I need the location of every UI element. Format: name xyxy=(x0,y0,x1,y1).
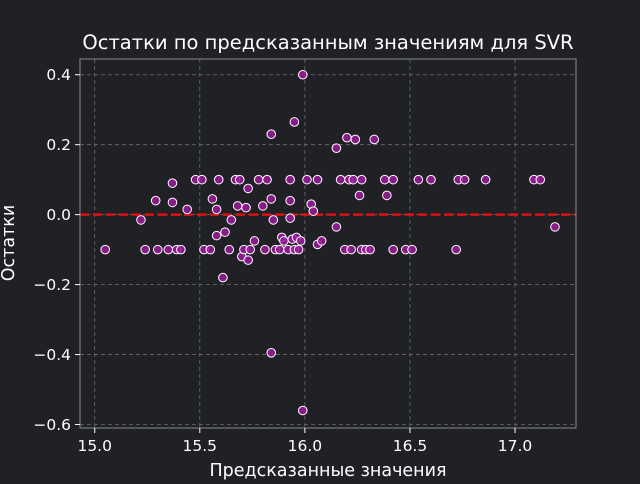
data-point xyxy=(350,134,361,145)
data-point xyxy=(226,215,237,225)
data-point xyxy=(211,230,222,241)
data-point xyxy=(218,272,228,283)
data-point xyxy=(382,190,392,201)
data-point xyxy=(451,244,462,255)
y-tick-label: −0.2 xyxy=(33,276,71,294)
data-point xyxy=(163,244,174,255)
data-point xyxy=(167,197,178,208)
data-point xyxy=(197,174,207,185)
y-tick-label: −0.4 xyxy=(33,346,71,364)
data-point xyxy=(331,143,342,153)
data-point xyxy=(293,244,304,255)
data-point xyxy=(388,174,398,185)
data-point xyxy=(348,174,359,185)
y-axis-ticks: −0.6 −0.4 −0.2 0.0 0.2 0.4 xyxy=(33,66,80,434)
data-points xyxy=(100,69,560,416)
data-point xyxy=(379,174,390,185)
data-point xyxy=(213,174,224,185)
data-point xyxy=(182,204,192,215)
y-tick-label: 0.4 xyxy=(46,66,71,84)
data-point xyxy=(232,201,243,211)
data-point xyxy=(297,405,308,416)
data-point xyxy=(243,183,253,194)
data-point xyxy=(459,174,470,185)
data-point xyxy=(152,244,163,255)
data-point xyxy=(312,174,323,185)
plot-frame xyxy=(79,58,577,429)
data-point xyxy=(365,244,375,255)
data-point xyxy=(331,222,342,232)
chart-title: Остатки по предсказанным значениям для S… xyxy=(82,31,573,54)
data-point xyxy=(266,129,277,139)
data-point xyxy=(295,236,306,246)
data-point xyxy=(241,202,251,213)
data-point xyxy=(243,255,253,265)
data-point xyxy=(260,244,270,255)
data-point xyxy=(413,174,424,185)
data-point xyxy=(274,244,285,255)
data-point xyxy=(285,213,295,223)
data-point xyxy=(262,174,272,185)
data-point xyxy=(480,174,491,185)
data-point xyxy=(335,174,346,185)
data-point xyxy=(268,215,279,225)
data-point xyxy=(342,132,352,143)
data-point xyxy=(297,69,308,80)
data-point xyxy=(266,194,277,204)
data-point xyxy=(167,178,178,188)
data-point xyxy=(220,227,230,237)
data-point xyxy=(308,206,319,216)
data-point xyxy=(388,244,398,255)
data-point xyxy=(140,244,150,255)
x-tick-label: 15.5 xyxy=(183,437,218,455)
data-point xyxy=(211,204,222,215)
data-point xyxy=(356,174,367,185)
x-tick-label: 16.0 xyxy=(288,437,323,455)
data-point xyxy=(285,174,295,185)
x-axis-label: Предсказанные значения xyxy=(209,461,446,480)
data-point xyxy=(426,174,436,185)
data-point xyxy=(369,134,380,145)
data-point xyxy=(249,236,260,246)
data-point xyxy=(302,174,312,185)
data-point xyxy=(285,195,295,206)
data-point xyxy=(245,244,256,255)
data-point xyxy=(407,244,417,255)
x-tick-label: 17.0 xyxy=(498,437,533,455)
x-tick-label: 15.0 xyxy=(77,437,112,455)
data-point xyxy=(550,222,560,232)
data-point xyxy=(176,244,186,255)
data-point xyxy=(266,348,277,358)
data-point xyxy=(289,117,300,127)
data-point xyxy=(207,194,218,204)
grid-lines xyxy=(80,59,576,428)
data-point xyxy=(205,244,216,255)
data-point xyxy=(100,244,111,255)
data-point xyxy=(234,174,245,185)
data-point xyxy=(253,174,264,185)
data-point xyxy=(150,195,161,206)
data-point xyxy=(535,174,546,185)
data-point xyxy=(136,215,146,225)
data-point xyxy=(224,244,235,255)
y-tick-label: −0.6 xyxy=(33,416,71,434)
x-axis-ticks: 15.0 15.5 16.0 16.5 17.0 xyxy=(77,428,532,455)
data-point xyxy=(346,244,356,255)
y-axis-label: Остатки xyxy=(0,205,19,281)
data-point xyxy=(279,236,289,246)
data-point xyxy=(354,190,365,201)
y-tick-label: 0.0 xyxy=(46,206,71,224)
data-point xyxy=(316,236,327,246)
x-tick-label: 16.5 xyxy=(393,437,428,455)
y-tick-label: 0.2 xyxy=(46,136,71,154)
data-point xyxy=(258,201,268,211)
